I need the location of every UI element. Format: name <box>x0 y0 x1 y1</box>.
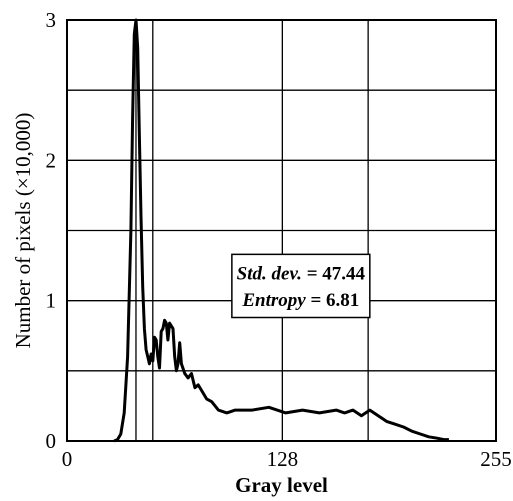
x-tick-label-0: 0 <box>62 447 73 471</box>
tick-labels: 0 128 255 0 1 2 3 <box>46 8 512 471</box>
histogram-series-line-0 <box>113 18 449 443</box>
y-tick-label-1: 1 <box>46 289 57 313</box>
stddev-value: = 47.44 <box>307 264 366 285</box>
y-axis-title: Number of pixels (×10,000) <box>11 113 35 349</box>
entropy-label: Entropy <box>241 290 306 311</box>
x-axis-title: Gray level <box>235 473 328 497</box>
entropy-value: = 6.81 <box>310 290 359 311</box>
plot-frame <box>66 19 497 442</box>
annotation-box <box>231 253 371 319</box>
y-tick-label-2: 2 <box>46 148 57 172</box>
y-tick-label-0: 0 <box>46 429 57 453</box>
x-tick-label-2: 255 <box>480 447 512 471</box>
stats-annotation: Std. dev. = 47.44 Entropy = 6.81 <box>231 253 371 319</box>
x-tick-label-1: 128 <box>267 447 299 471</box>
entropy-annotation: Entropy = 6.81 <box>241 290 359 311</box>
y-tick-label-3: 3 <box>46 8 57 32</box>
stddev-label: Std. dev. <box>237 264 302 285</box>
series-layer <box>113 18 449 443</box>
stddev-annotation: Std. dev. = 47.44 <box>237 264 366 285</box>
